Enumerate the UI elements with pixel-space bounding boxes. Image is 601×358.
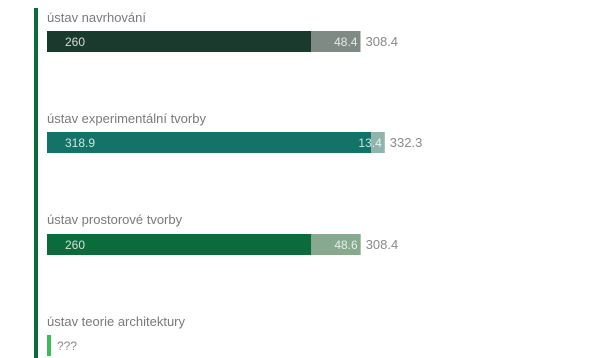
unknown-value-label: ??? xyxy=(57,339,77,353)
category-label: ústav experimentální tvorby xyxy=(47,111,206,126)
segment-value-label: 48.4 xyxy=(334,35,358,49)
bar-stub xyxy=(47,335,51,356)
category-label: ústav prostorové tvorby xyxy=(47,212,183,227)
segment-value-label: 13.4 xyxy=(358,136,382,150)
left-axis-line xyxy=(34,8,38,358)
bar-segment-secondary xyxy=(311,234,361,255)
segment-value-label: 260 xyxy=(65,238,85,252)
total-value-label: 332.3 xyxy=(390,135,423,150)
segment-value-label: 318.9 xyxy=(65,136,95,150)
segment-value-label: 48.6 xyxy=(334,238,358,252)
bar-segment-primary xyxy=(47,31,312,52)
segment-value-label: 260 xyxy=(65,35,85,49)
category-label: ústav teorie architektury xyxy=(47,314,186,329)
bar-segment-secondary xyxy=(371,132,385,153)
bar-segment-primary xyxy=(47,132,372,153)
category-label: ústav navrhování xyxy=(47,10,146,25)
bar-rows: ústav navrhování 260 48.4 308.4 ústav experi… xyxy=(47,10,422,356)
total-value-label: 308.4 xyxy=(365,34,398,49)
bar-segment-primary xyxy=(47,234,312,255)
total-value-label: 308.4 xyxy=(366,237,399,252)
bar-segment-secondary xyxy=(311,31,361,52)
